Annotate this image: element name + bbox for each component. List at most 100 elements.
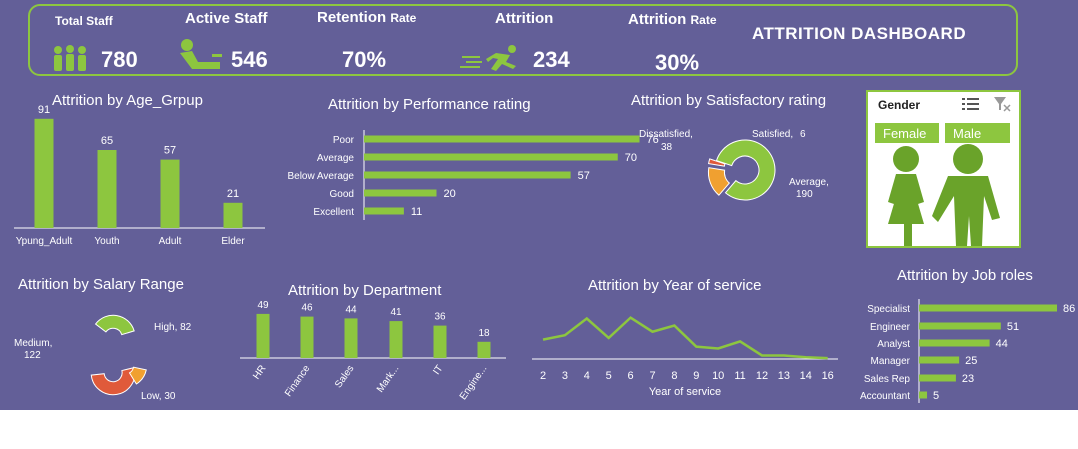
tick-label: 14: [800, 370, 812, 382]
salary-donut-chart: Medium,122 High, 82 Low, 30: [14, 314, 192, 402]
bar: [919, 356, 960, 364]
category-label: Poor: [333, 135, 355, 146]
category-label: Elder: [221, 236, 245, 247]
dashboard: Total Staff 780 Active Staff 546 Retenti…: [0, 0, 1078, 410]
retention-rate-value: 70%: [342, 47, 387, 72]
x-axis-label: Year of service: [649, 386, 721, 398]
data-label: 57: [578, 170, 590, 182]
tick-label: 11: [734, 370, 745, 382]
dashboard-title: ATTRITION DASHBOARD: [752, 24, 967, 43]
category-label: Sales Rep: [864, 374, 911, 385]
bar: [256, 313, 270, 358]
bar: [477, 341, 491, 358]
bar: [160, 159, 180, 228]
bar: [97, 150, 117, 228]
slice-label: Low, 30: [141, 391, 176, 402]
slice-value: 6: [800, 129, 806, 140]
donut-slice: [707, 167, 731, 196]
tick-label: 8: [671, 370, 677, 382]
jobs-chart-title: Attrition by Job roles: [897, 267, 1033, 284]
clear-filter-icon[interactable]: [993, 96, 1011, 112]
donut-slice: [715, 139, 776, 201]
category-label: Accountant: [860, 391, 910, 402]
gender-slicer: Gender Female Male: [866, 90, 1021, 248]
data-label: 11: [411, 206, 422, 218]
tick-label: 4: [584, 370, 590, 382]
bar: [433, 325, 447, 358]
bar: [364, 189, 437, 197]
performance-bar-chart: 76 Poor 70 Average 57 Below Average 20 Good 11 Ex…: [287, 130, 659, 220]
gender-figures-icon: [888, 144, 1000, 246]
slice-label: Average,: [789, 177, 829, 188]
category-label: Below Average: [287, 171, 354, 182]
tick-label: 9: [693, 370, 699, 382]
data-label: 46: [301, 303, 313, 314]
category-label: Good: [330, 189, 354, 200]
category-label: Average: [317, 153, 355, 164]
tick-label: 7: [649, 370, 655, 382]
bar: [364, 207, 404, 215]
category-label: Analyst: [877, 339, 910, 350]
bar: [919, 304, 1057, 312]
slicer-option-female[interactable]: Female: [875, 123, 939, 143]
category-label: Youth: [94, 236, 119, 247]
donut-slice: [128, 366, 147, 385]
satisfaction-chart-title: Attrition by Satisfactory rating: [631, 92, 827, 109]
data-label: 44: [996, 338, 1008, 350]
tick-label: 3: [562, 370, 568, 382]
data-label: 70: [625, 152, 637, 164]
retention-rate-label: Retention Rate: [317, 9, 417, 26]
data-label: 86: [1063, 303, 1075, 315]
data-label: 36: [434, 312, 446, 323]
data-label: 41: [390, 307, 402, 318]
age-bar-chart: 91 Ypung_Adult 65 Youth 57 Adult 21 Elder: [14, 104, 265, 247]
staff-group-icon: [54, 45, 86, 71]
multi-select-icon[interactable]: [962, 96, 980, 112]
years-line-chart: 2 3 4 5 6 7 8 9 10 11 12 13 14 16 Year of service: [532, 316, 838, 398]
kpi-panel: [28, 4, 1018, 76]
data-label: 91: [38, 104, 50, 116]
slice-value: 190: [796, 189, 813, 200]
bar: [919, 322, 1001, 330]
tick-label: 13: [778, 370, 790, 382]
data-label: 57: [164, 145, 176, 157]
tick-label: 5: [606, 370, 612, 382]
category-label: Specialist: [867, 304, 910, 315]
data-label: 51: [1007, 321, 1019, 333]
data-label: 25: [965, 355, 977, 367]
donut-slice: [708, 158, 726, 167]
slicer-title: Gender: [878, 98, 921, 112]
donut-slice: [90, 366, 136, 396]
slicer-option-male[interactable]: Male: [945, 123, 1010, 143]
slice-label: Medium,: [14, 338, 52, 349]
bar: [364, 135, 640, 143]
tick-label: 6: [628, 370, 634, 382]
seated-worker-icon: [180, 39, 222, 69]
salary-chart-title: Attrition by Salary Range: [18, 276, 184, 293]
tick-label: 10: [712, 370, 724, 382]
bar: [223, 202, 243, 228]
active-staff-value: 546: [231, 47, 268, 72]
bar: [364, 171, 571, 179]
slice-label: High, 82: [154, 322, 192, 333]
bar: [919, 391, 928, 399]
jobs-bar-chart: 86 Specialist 51 Engineer 44 Analyst 25 Manager…: [860, 299, 1075, 403]
slice-label: Satisfied,: [752, 129, 793, 140]
category-label: Adult: [159, 236, 182, 247]
bar: [389, 321, 403, 358]
slice-value: 122: [24, 350, 41, 361]
category-label: Excellent: [313, 207, 354, 218]
attrition-value: 234: [533, 47, 570, 72]
active-staff-label: Active Staff: [185, 10, 268, 27]
attrition-rate-value: 30%: [655, 50, 700, 75]
department-bar-chart: 49HR46Finance44Sales41Mark...36IT18Engin…: [240, 300, 506, 402]
attrition-label: Attrition: [495, 10, 554, 27]
tick-label: 16: [822, 370, 834, 382]
total-staff-value: 780: [101, 47, 138, 72]
performance-chart-title: Attrition by Performance rating: [328, 96, 531, 113]
bar: [364, 153, 618, 161]
data-label: 65: [101, 135, 113, 147]
category-label: Ypung_Adult: [16, 236, 73, 247]
data-label: 23: [962, 373, 974, 385]
age-chart-title: Attrition by Age_Grpup: [52, 92, 203, 109]
